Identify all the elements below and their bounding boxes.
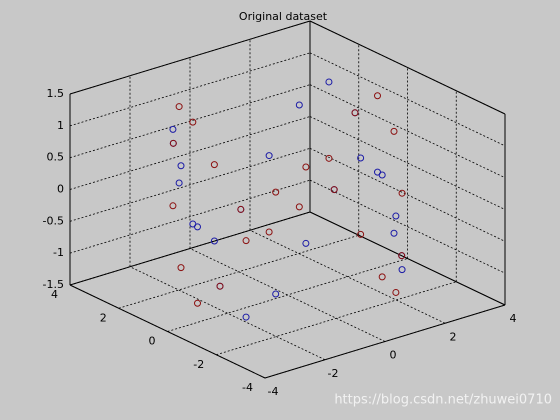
point xyxy=(390,229,398,237)
point xyxy=(357,154,365,162)
point xyxy=(374,92,381,100)
point xyxy=(265,152,273,160)
point xyxy=(325,78,333,86)
grid-line xyxy=(69,52,311,127)
point xyxy=(210,237,218,245)
grid-line xyxy=(69,20,311,95)
point xyxy=(398,266,406,274)
point xyxy=(169,202,177,210)
z-tick-label: 0.5 xyxy=(47,151,65,164)
point xyxy=(390,127,398,135)
point xyxy=(265,228,273,236)
point xyxy=(302,239,310,247)
point xyxy=(398,189,406,197)
point xyxy=(175,103,183,111)
grid-line xyxy=(69,116,311,190)
point xyxy=(351,109,359,117)
point xyxy=(392,212,400,220)
y-tick-label: -4 xyxy=(242,381,253,394)
grid-line xyxy=(264,304,506,379)
x-tick-label: 2 xyxy=(450,330,457,343)
grid-line xyxy=(309,20,506,115)
point xyxy=(378,273,386,281)
z-tick-label: 0 xyxy=(57,183,64,196)
grid-line xyxy=(118,234,359,309)
point xyxy=(169,125,177,133)
point xyxy=(392,288,400,296)
point xyxy=(398,252,406,260)
grid-line xyxy=(309,179,506,274)
point xyxy=(189,118,197,126)
grid-line xyxy=(309,52,506,147)
point xyxy=(272,188,280,196)
grid-line xyxy=(309,116,506,210)
point xyxy=(237,205,245,213)
z-tick-label: -1.5 xyxy=(43,278,64,291)
point xyxy=(242,313,250,321)
grid-line xyxy=(69,147,311,222)
y-tick-label: 4 xyxy=(51,288,58,301)
grid-line xyxy=(309,147,506,242)
point xyxy=(194,223,201,231)
point xyxy=(272,290,280,298)
point xyxy=(325,154,333,162)
y-tick-label: 0 xyxy=(149,335,156,348)
chart-title: Original dataset xyxy=(239,10,328,23)
z-tick-label: 1.5 xyxy=(47,87,65,100)
grid-line xyxy=(167,258,408,332)
grid-line xyxy=(309,84,506,179)
grid-line xyxy=(69,211,311,286)
grid-line xyxy=(216,281,457,356)
point xyxy=(378,171,386,179)
x-tick-label: 4 xyxy=(510,312,517,325)
y-tick-label: 2 xyxy=(100,311,107,324)
grid-line xyxy=(129,266,326,361)
point xyxy=(295,203,303,211)
point xyxy=(216,282,224,290)
point xyxy=(177,162,185,170)
point xyxy=(177,264,185,272)
point xyxy=(357,230,365,238)
point xyxy=(330,186,338,194)
point xyxy=(194,299,201,307)
grid-line xyxy=(309,211,506,306)
x-tick-label: 0 xyxy=(390,349,397,362)
z-tick-label: -1 xyxy=(53,246,64,259)
point xyxy=(169,139,177,147)
point xyxy=(242,237,250,245)
x-tick-label: -2 xyxy=(328,367,339,380)
watermark: https://blog.csdn.net/zhuwei0710 xyxy=(334,393,552,408)
x-tick-label: -4 xyxy=(268,385,279,398)
point xyxy=(295,101,303,109)
point xyxy=(302,163,310,171)
point xyxy=(210,161,218,169)
point xyxy=(175,179,183,187)
z-tick-label: -0.5 xyxy=(43,214,64,227)
grid-line xyxy=(69,179,311,254)
z-tick-label: 1 xyxy=(57,119,64,132)
y-tick-label: -2 xyxy=(193,358,204,371)
